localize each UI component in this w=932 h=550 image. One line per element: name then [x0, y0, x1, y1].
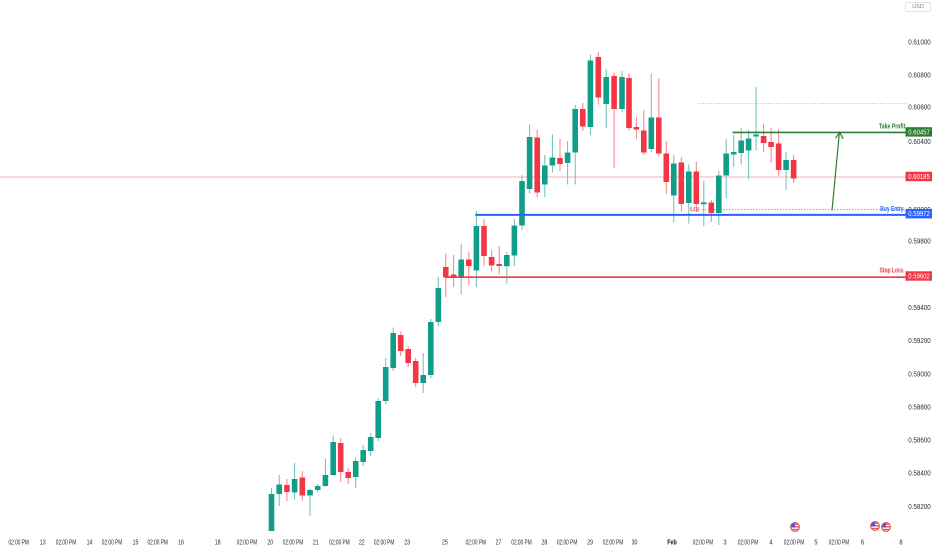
svg-text:0.60600: 0.60600	[908, 103, 931, 112]
svg-text:02:00 PM: 02:00 PM	[329, 537, 349, 546]
svg-text:5: 5	[814, 537, 817, 546]
svg-text:02:00 PM: 02:00 PM	[283, 537, 303, 546]
svg-text:6: 6	[861, 537, 864, 546]
svg-text:13: 13	[40, 537, 46, 546]
svg-text:20: 20	[267, 537, 273, 546]
svg-text:30: 30	[632, 537, 638, 546]
svg-text:0.58400: 0.58400	[908, 469, 931, 478]
svg-text:Feb: Feb	[667, 537, 677, 546]
svg-text:16: 16	[178, 537, 184, 546]
svg-text:28: 28	[542, 537, 548, 546]
svg-text:02:00 PM: 02:00 PM	[693, 537, 713, 546]
svg-text:0.58200: 0.58200	[908, 502, 931, 511]
svg-text:Take Profit: Take Profit	[879, 122, 906, 131]
svg-text:3: 3	[723, 537, 726, 546]
svg-text:0.59200: 0.59200	[908, 336, 931, 345]
svg-text:Stop Loss: Stop Loss	[880, 266, 904, 275]
svg-text:02:00 PM: 02:00 PM	[829, 537, 849, 546]
svg-text:0.60800: 0.60800	[908, 71, 931, 80]
svg-text:0.60457: 0.60457	[908, 127, 930, 136]
svg-text:0.61000: 0.61000	[908, 37, 931, 46]
svg-text:02:00 PM: 02:00 PM	[9, 537, 29, 546]
svg-text:21: 21	[313, 537, 319, 546]
svg-text:02:00 PM: 02:00 PM	[511, 537, 531, 546]
svg-text:02:00 PM: 02:00 PM	[102, 537, 122, 546]
svg-text:4: 4	[769, 537, 772, 546]
svg-text:22: 22	[359, 537, 365, 546]
svg-text:0.618: 0.618	[690, 206, 699, 213]
svg-text:29: 29	[587, 537, 593, 546]
svg-text:0.59972: 0.59972	[908, 209, 930, 218]
svg-text:0.59000: 0.59000	[908, 369, 931, 378]
svg-text:0.60185: 0.60185	[908, 172, 930, 181]
svg-text:14: 14	[87, 537, 93, 546]
svg-text:0.59602: 0.59602	[908, 272, 930, 281]
svg-text:23: 23	[404, 537, 410, 546]
svg-text:02:00 PM: 02:00 PM	[557, 537, 577, 546]
svg-text:02:00 PM: 02:00 PM	[374, 537, 394, 546]
svg-text:02:00 PM: 02:00 PM	[148, 537, 168, 546]
svg-text:02:00 PM: 02:00 PM	[466, 537, 486, 546]
svg-text:0.59800: 0.59800	[908, 237, 931, 246]
svg-text:0.59400: 0.59400	[908, 303, 931, 312]
svg-text:15: 15	[133, 537, 139, 546]
svg-text:Buy Entry: Buy Entry	[880, 204, 904, 213]
svg-text:0.60400: 0.60400	[908, 137, 931, 146]
svg-text:25: 25	[442, 537, 448, 546]
svg-text:8: 8	[899, 537, 902, 546]
svg-text:02:00 PM: 02:00 PM	[603, 537, 623, 546]
svg-text:02:00 PM: 02:00 PM	[784, 537, 804, 546]
svg-text:27: 27	[496, 537, 502, 546]
svg-text:0.58800: 0.58800	[908, 402, 931, 411]
svg-text:0.58600: 0.58600	[908, 436, 931, 445]
svg-text:02:00 PM: 02:00 PM	[738, 537, 758, 546]
svg-text:18: 18	[215, 537, 221, 546]
svg-text:02:00 PM: 02:00 PM	[237, 537, 257, 546]
svg-text:02:00 PM: 02:00 PM	[56, 537, 76, 546]
